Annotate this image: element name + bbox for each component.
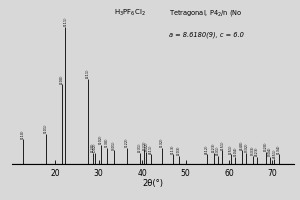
Text: (451): (451) bbox=[272, 148, 277, 158]
Text: (412): (412) bbox=[205, 144, 209, 154]
Text: (102): (102) bbox=[99, 135, 103, 144]
Text: a = 8.6180(9), c = 6.0: a = 8.6180(9), c = 6.0 bbox=[169, 31, 243, 38]
Text: (211): (211) bbox=[86, 69, 90, 78]
Text: (151): (151) bbox=[220, 140, 224, 150]
Text: (130): (130) bbox=[105, 137, 109, 147]
Text: (002): (002) bbox=[93, 143, 97, 152]
Text: (620): (620) bbox=[264, 141, 268, 151]
Text: (122): (122) bbox=[125, 137, 129, 147]
X-axis label: 2θ(°): 2θ(°) bbox=[142, 179, 164, 188]
Text: (431): (431) bbox=[216, 146, 220, 155]
Text: (101): (101) bbox=[44, 124, 48, 133]
Text: (333): (333) bbox=[251, 146, 255, 155]
Text: (231): (231) bbox=[138, 143, 142, 152]
Text: (113): (113) bbox=[170, 144, 175, 154]
Text: (301): (301) bbox=[112, 140, 116, 150]
Text: (222): (222) bbox=[142, 140, 146, 150]
Text: (134): (134) bbox=[277, 144, 281, 154]
Text: (302): (302) bbox=[145, 141, 148, 151]
Text: (220): (220) bbox=[91, 143, 95, 152]
Text: H$_3$PF$_6$Cl$_2$: H$_3$PF$_6$Cl$_2$ bbox=[113, 8, 145, 18]
Text: (332): (332) bbox=[244, 143, 248, 152]
Text: (440): (440) bbox=[240, 140, 244, 150]
Text: (423): (423) bbox=[255, 147, 259, 156]
Text: Tetragonal, P4$_2$/n (No: Tetragonal, P4$_2$/n (No bbox=[169, 8, 242, 18]
Text: (223): (223) bbox=[212, 143, 216, 152]
Text: (304): (304) bbox=[268, 147, 272, 156]
Text: (132): (132) bbox=[160, 137, 164, 147]
Text: (411): (411) bbox=[149, 144, 153, 154]
Text: (104): (104) bbox=[233, 147, 237, 156]
Text: (200): (200) bbox=[60, 74, 64, 84]
Text: (251): (251) bbox=[229, 144, 233, 154]
Text: (111): (111) bbox=[63, 16, 68, 26]
Text: (110): (110) bbox=[21, 129, 25, 139]
Text: (203): (203) bbox=[177, 146, 181, 155]
